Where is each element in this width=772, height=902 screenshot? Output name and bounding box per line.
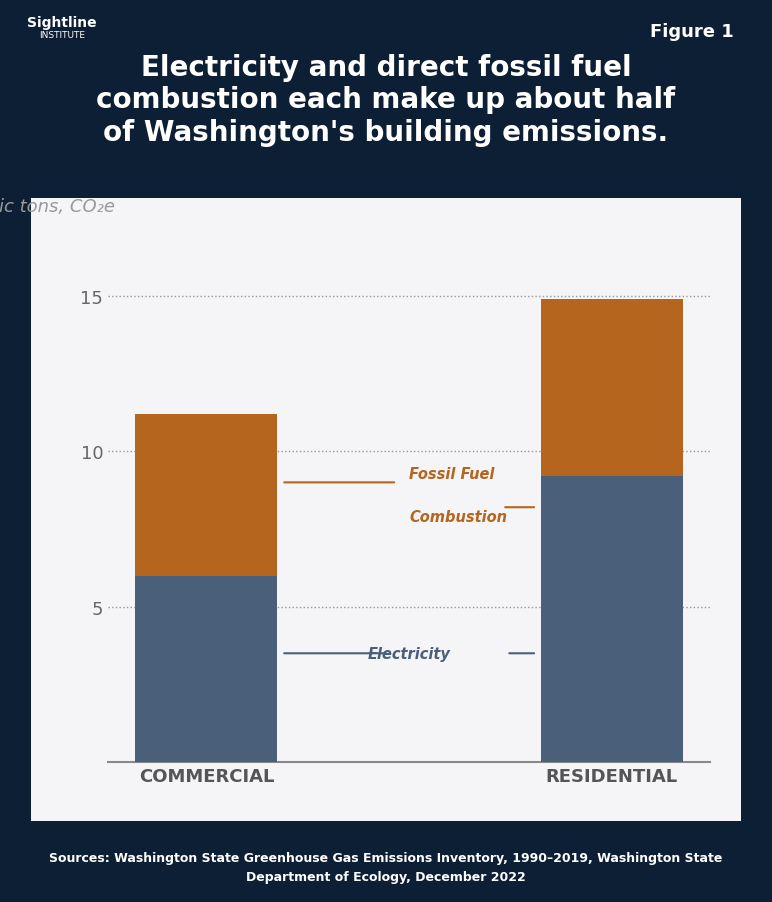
Text: combustion each make up about half: combustion each make up about half [96,86,676,114]
FancyBboxPatch shape [17,186,755,833]
Text: Electricity and direct fossil fuel: Electricity and direct fossil fuel [141,54,631,82]
Bar [541,476,683,762]
Text: Fossil Fuel: Fossil Fuel [409,466,495,482]
Text: Combustion: Combustion [409,510,507,524]
Text: Sources: Washington State Greenhouse Gas Emissions Inventory, 1990–2019, Washing: Sources: Washington State Greenhouse Gas… [49,851,723,882]
Bar [541,299,683,476]
Text: Electricity: Electricity [367,646,451,661]
Text: INSTITUTE: INSTITUTE [39,31,85,40]
Bar [135,415,277,576]
Text: Metric tons, CO₂e: Metric tons, CO₂e [0,198,114,216]
Text: Sightline: Sightline [27,16,96,31]
Text: of Washington's building emissions.: of Washington's building emissions. [103,119,669,147]
Text: Figure 1: Figure 1 [650,23,733,41]
Bar [135,576,277,762]
